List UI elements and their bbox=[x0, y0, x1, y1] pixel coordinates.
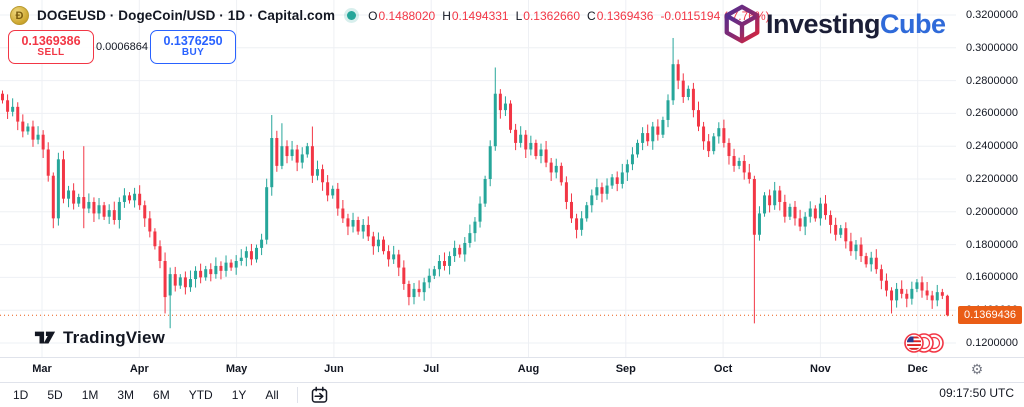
high-value: 0.1494331 bbox=[451, 8, 509, 23]
buy-label: BUY bbox=[181, 47, 205, 59]
month-tick-label-aug: Aug bbox=[517, 363, 540, 375]
high-label: H bbox=[442, 8, 451, 23]
sell-price: 0.1369386 bbox=[21, 34, 81, 49]
chart-legend: Đ DOGEUSD · DogeCoin/USD · 1D · Capital.… bbox=[10, 6, 770, 25]
price-tick-label: 0.1800000 bbox=[966, 238, 1018, 251]
tradingview-icon bbox=[34, 331, 56, 344]
investingcube-logo: InvestingCube bbox=[721, 3, 946, 45]
dogecoin-icon: Đ bbox=[10, 6, 29, 25]
month-tick-label-jul: Jul bbox=[423, 363, 440, 375]
quote-panel: 0.1369386 SELL 0.0006864 0.1376250 BUY bbox=[8, 30, 236, 64]
price-tick-label: 0.2800000 bbox=[966, 74, 1018, 87]
close-label: C bbox=[587, 8, 596, 23]
month-tick-label-oct: Oct bbox=[713, 363, 733, 375]
range-button-ytd[interactable]: YTD bbox=[188, 388, 213, 402]
open-value: 0.1488020 bbox=[378, 8, 436, 23]
price-axis[interactable]: 0.1369436 0.3200000 0.3000000 0.2800000 0.2… bbox=[956, 0, 1024, 357]
low-label: L bbox=[515, 8, 523, 23]
ohlc-values: O 0.1488020 H 0.1494331 L 0.1362660 C 0.1369… bbox=[368, 9, 770, 23]
last-price-label: 0.1369436 bbox=[958, 306, 1022, 325]
month-tick-label-jun: Jun bbox=[324, 363, 344, 375]
tradingview-link[interactable]: TradingView bbox=[34, 328, 165, 348]
price-tick-label: 0.3200000 bbox=[966, 9, 1018, 21]
change-value: -0.0115194 (-7.76%) bbox=[660, 8, 770, 23]
buy-price: 0.1376250 bbox=[163, 34, 223, 49]
range-button-1m[interactable]: 1M bbox=[81, 388, 99, 402]
logo-text-investing: Investing bbox=[766, 8, 881, 39]
price-tick-label: 0.1600000 bbox=[966, 271, 1018, 284]
month-tick-label-apr: Apr bbox=[129, 363, 149, 375]
range-buttons: 1D 5D 1M 3M 6M YTD 1Y All bbox=[12, 386, 297, 404]
spread-value: 0.0006864 bbox=[96, 41, 148, 53]
cube-icon bbox=[724, 4, 760, 44]
low-value: 0.1362660 bbox=[523, 8, 581, 23]
economic-event-flags-icon[interactable] bbox=[903, 331, 953, 355]
calendar-arrow-icon bbox=[311, 386, 327, 403]
price-tick-label: 0.2200000 bbox=[966, 173, 1018, 185]
range-button-6m[interactable]: 6M bbox=[153, 388, 170, 402]
price-tick-label: 0.1200000 bbox=[966, 337, 1018, 349]
timezone-button[interactable]: 09:17:50 UTC bbox=[939, 386, 1014, 400]
sell-button[interactable]: 0.1369386 SELL bbox=[8, 30, 94, 64]
range-button-3m[interactable]: 3M bbox=[117, 388, 135, 402]
time-axis[interactable]: ⚙ Mar Apr May Jun Jul Aug Sep Oct Nov Dec bbox=[0, 357, 1024, 383]
price-tick-label: 0.2400000 bbox=[966, 140, 1018, 153]
month-tick-label-nov: Nov bbox=[810, 363, 831, 375]
logo-text-cube: Cube bbox=[880, 8, 946, 39]
range-button-1d[interactable]: 1D bbox=[13, 388, 29, 402]
range-button-5d[interactable]: 5D bbox=[47, 388, 63, 402]
price-tick-label: 0.3000000 bbox=[966, 41, 1018, 54]
tradingview-name: TradingView bbox=[63, 328, 166, 347]
price-tick-label: 0.2000000 bbox=[966, 205, 1018, 218]
symbol-title[interactable]: DOGEUSD · DogeCoin/USD · 1D · Capital.co… bbox=[37, 8, 336, 23]
price-tick-label: 0.2600000 bbox=[966, 107, 1018, 120]
range-toolbar: 1D 5D 1M 3M 6M YTD 1Y All bbox=[0, 382, 1024, 407]
buy-button[interactable]: 0.1376250 BUY bbox=[150, 30, 236, 64]
settings-gear-icon[interactable]: ⚙ bbox=[970, 361, 984, 377]
month-tick-label-may: May bbox=[225, 363, 248, 375]
range-button-1y[interactable]: 1Y bbox=[231, 388, 247, 402]
market-open-dot-icon bbox=[347, 11, 357, 20]
close-value: 0.1369436 bbox=[596, 8, 654, 23]
range-button-all[interactable]: All bbox=[265, 388, 279, 402]
open-label: O bbox=[368, 8, 378, 23]
sell-label: SELL bbox=[37, 47, 65, 59]
month-tick-label-dec: Dec bbox=[907, 363, 928, 375]
toolbar-divider bbox=[296, 387, 298, 403]
go-to-date-button[interactable] bbox=[310, 386, 329, 405]
month-tick-label-mar: Mar bbox=[32, 363, 52, 375]
month-tick-label-sep: Sep bbox=[615, 363, 636, 375]
